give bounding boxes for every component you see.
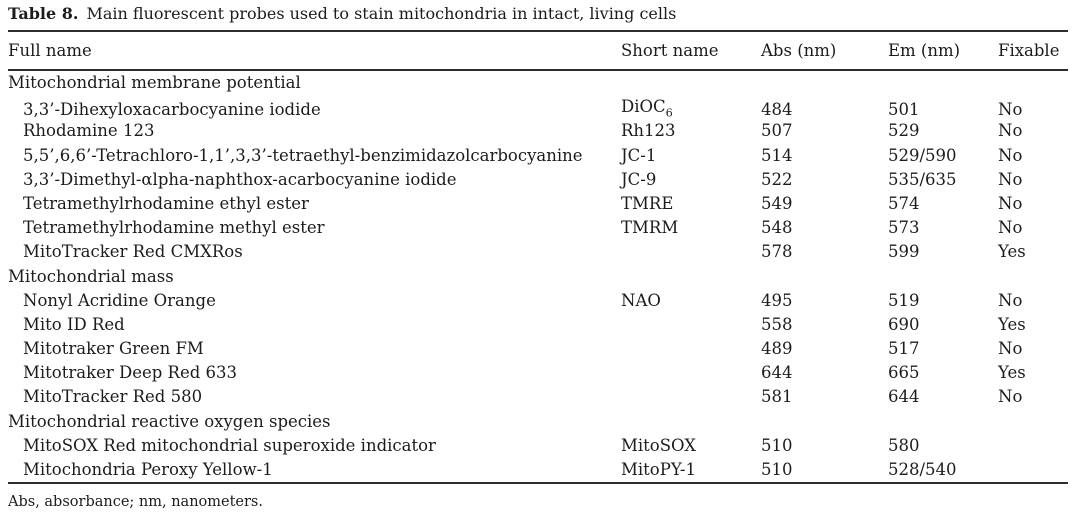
em-cell: 665 — [888, 363, 920, 383]
full-name-cell: Mitochondria Peroxy Yellow-1 — [23, 460, 273, 479]
table-caption: Main fluorescent probes used to stain mi… — [86, 4, 677, 23]
probe-row: Mitotraker Deep Red 633 644 665 Yes — [8, 361, 1068, 385]
section-header-row: Mitochondrial mass — [8, 265, 1068, 289]
full-name-cell: 3,3’-Dimethyl-αlpha-naphthox-acarbocyani… — [23, 169, 457, 189]
abs-cell: 558 — [761, 314, 793, 334]
short-name-cell: TMRM — [621, 218, 679, 238]
column-header-full-name: Full name — [8, 41, 92, 60]
short-name-cell: MitoSOX — [621, 435, 697, 455]
full-name-cell: Rhodamine 123 — [23, 121, 155, 141]
em-cell: 644 — [888, 387, 920, 407]
abs-cell: 644 — [761, 363, 793, 383]
abs-cell: 510 — [761, 435, 793, 455]
probe-row: 5,5’,6,6’-Tetrachloro-1,1’,3,3’-tetraeth… — [8, 144, 1068, 168]
abs-cell: 514 — [761, 145, 793, 165]
probe-row: Tetramethylrhodamine methyl ester TMRM 5… — [8, 216, 1068, 240]
section-name: Mitochondrial mass — [8, 266, 174, 286]
probe-row: Tetramethylrhodamine ethyl ester TMRE 54… — [8, 192, 1068, 216]
probe-row: Rhodamine 123 Rh123 507 529 No — [8, 119, 1068, 143]
em-cell: 535/635 — [888, 169, 957, 189]
probe-row: MitoTracker Red 580 581 644 No — [8, 385, 1068, 409]
full-name-cell: Mito ID Red — [23, 314, 125, 334]
em-cell: 580 — [888, 435, 920, 455]
probe-row: Mito ID Red 558 690 Yes — [8, 313, 1068, 337]
short-name-cell: JC-9 — [621, 169, 657, 189]
probe-row: 3,3’-Dihexyloxacarbocyanine iodide DiOC6… — [8, 95, 1068, 119]
abs-cell: 495 — [761, 290, 793, 310]
column-header-abs: Abs (nm) — [761, 41, 837, 60]
subscript: 6 — [665, 106, 673, 120]
column-header-short-name: Short name — [621, 41, 719, 60]
full-name-cell: Tetramethylrhodamine ethyl ester — [23, 193, 309, 213]
full-name-cell: 3,3’-Dihexyloxacarbocyanine iodide — [23, 100, 321, 120]
short-name-cell: JC-1 — [621, 145, 657, 165]
em-cell: 519 — [888, 290, 920, 310]
abs-cell: 489 — [761, 339, 793, 359]
probe-row: 3,3’-Dimethyl-αlpha-naphthox-acarbocyani… — [8, 168, 1068, 192]
fixable-cell: Yes — [998, 314, 1026, 334]
em-cell: 529/590 — [888, 145, 957, 165]
full-name-cell: MitoTracker Red 580 — [23, 387, 203, 407]
em-cell: 528/540 — [888, 460, 957, 479]
full-name-cell: Mitotraker Deep Red 633 — [23, 363, 238, 383]
em-cell: 574 — [888, 193, 920, 213]
top-rule — [8, 30, 1068, 32]
short-name-cell: TMRE — [621, 193, 674, 213]
abs-cell: 548 — [761, 218, 793, 238]
em-cell: 599 — [888, 242, 920, 262]
table-body: Mitochondrial membrane potential 3,3’-Di… — [8, 71, 1068, 482]
section-name: Mitochondrial membrane potential — [8, 73, 301, 92]
em-cell: 501 — [888, 100, 920, 120]
section-header-row: Mitochondrial membrane potential — [8, 71, 1068, 95]
abs-cell: 507 — [761, 121, 793, 141]
full-name-cell: Nonyl Acridine Orange — [23, 290, 216, 310]
column-header-em: Em (nm) — [888, 41, 961, 60]
table-title: Table 8. Main fluorescent probes used to … — [8, 3, 1068, 25]
section-name: Mitochondrial reactive oxygen species — [8, 411, 331, 431]
fixable-cell: No — [998, 193, 1023, 213]
fixable-cell: No — [998, 145, 1023, 165]
probe-row: MitoTracker Red CMXRos 578 599 Yes — [8, 240, 1068, 264]
bottom-rule — [8, 482, 1068, 485]
fixable-cell: No — [998, 290, 1023, 310]
fixable-cell: No — [998, 218, 1023, 238]
em-cell: 573 — [888, 218, 920, 238]
header-rule — [8, 69, 1068, 71]
probe-row: Mitotraker Green FM 489 517 No — [8, 337, 1068, 361]
abs-cell: 581 — [761, 387, 793, 407]
abs-cell: 522 — [761, 169, 793, 189]
fixable-cell: No — [998, 100, 1023, 120]
fixable-cell: No — [998, 121, 1023, 141]
em-cell: 690 — [888, 314, 920, 334]
em-cell: 529 — [888, 121, 920, 141]
fixable-cell: No — [998, 387, 1023, 407]
table-number: Table 8. — [8, 4, 79, 23]
short-name-cell: DiOC6 — [621, 97, 673, 120]
fixable-cell: Yes — [998, 363, 1026, 383]
section-header-row: Mitochondrial reactive oxygen species — [8, 410, 1068, 434]
fixable-cell: No — [998, 339, 1023, 359]
short-name-cell: NAO — [621, 290, 661, 310]
fixable-cell: No — [998, 169, 1023, 189]
abs-cell: 510 — [761, 460, 793, 479]
table-footnote: Abs, absorbance; nm, nanometers. — [8, 494, 263, 511]
short-name-cell: Rh123 — [621, 121, 676, 141]
short-name-cell: MitoPY-1 — [621, 460, 696, 479]
em-cell: 517 — [888, 339, 920, 359]
full-name-cell: MitoTracker Red CMXRos — [23, 242, 243, 262]
abs-cell: 578 — [761, 242, 793, 262]
probe-row: MitoSOX Red mitochondrial superoxide ind… — [8, 434, 1068, 458]
full-name-cell: Tetramethylrhodamine methyl ester — [23, 218, 325, 238]
full-name-cell: 5,5’,6,6’-Tetrachloro-1,1’,3,3’-tetraeth… — [23, 145, 583, 165]
abs-cell: 484 — [761, 100, 793, 120]
probe-row: Mitochondria Peroxy Yellow-1 MitoPY-1 51… — [8, 458, 1068, 482]
column-header-fixable: Fixable — [998, 41, 1060, 60]
full-name-cell: Mitotraker Green FM — [23, 339, 204, 359]
probe-row: Nonyl Acridine Orange NAO 495 519 No — [8, 289, 1068, 313]
abs-cell: 549 — [761, 193, 793, 213]
header-row: Full name Short name Abs (nm) Em (nm) Fi… — [8, 32, 1068, 69]
full-name-cell: MitoSOX Red mitochondrial superoxide ind… — [23, 435, 436, 455]
fixable-cell: Yes — [998, 242, 1026, 262]
